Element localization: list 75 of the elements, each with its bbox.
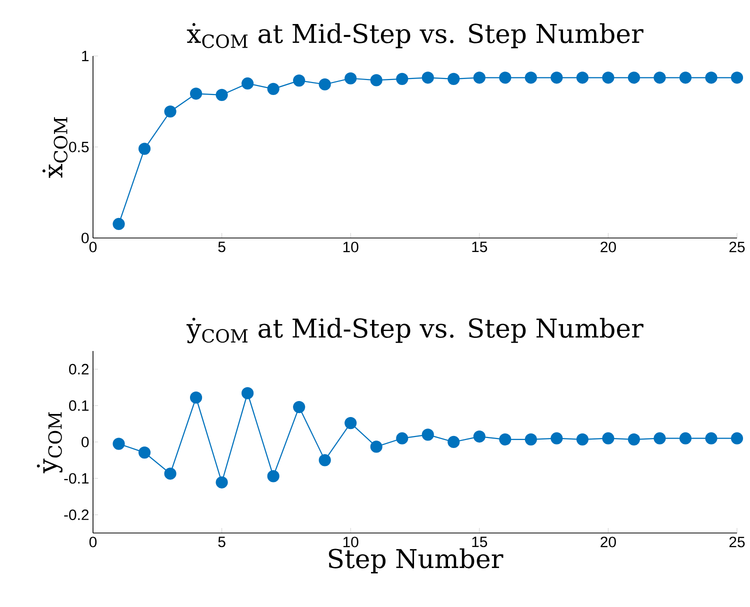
x-tick-label: 0 [89,242,97,252]
point [473,430,486,443]
point [499,72,512,84]
point [705,432,718,444]
point [318,454,331,466]
x-tick-label: 20 [600,536,616,548]
point [370,74,382,86]
point [730,432,744,444]
point [705,72,718,84]
y-tick-label: 0.2 [69,364,89,374]
x-tick-label: 10 [343,242,358,252]
point [190,88,202,100]
point [344,417,357,430]
x-axis-title: Step Number [328,548,504,574]
y-tick-label: -0.2 [64,509,89,520]
point [164,468,176,480]
point [679,72,692,84]
point [499,433,512,446]
chart-title: ẏ$_{COM}$ at Mid-Step vs. Step Number [186,318,644,344]
x-tick-label: 15 [472,536,488,548]
point [164,105,176,118]
point [576,433,588,446]
y-axis-title: ẋ$_{COM}$ [42,117,68,178]
point [422,72,434,84]
point [524,72,537,84]
x-tick-label: 25 [729,242,745,252]
y-tick-label: 0.1 [69,400,89,411]
point [628,433,640,446]
point [112,438,125,450]
point [422,428,434,441]
point [190,392,202,404]
point [550,432,563,444]
point [679,432,692,444]
point [138,446,151,459]
point [448,72,460,85]
y-tick-label: 0 [82,436,89,448]
point [550,72,563,84]
point [602,72,614,84]
point [112,218,125,230]
point [242,387,254,400]
point [344,72,357,84]
x-tick-label: 20 [600,242,616,252]
point [602,432,614,444]
point [138,142,151,155]
point [396,72,408,85]
point [293,74,306,87]
point [267,470,280,482]
point [216,476,228,488]
x-tick-label: 5 [218,242,226,252]
point [654,72,666,84]
point [576,72,588,84]
point [524,433,537,446]
point [730,72,744,84]
point [293,400,306,414]
y-axis-title: ẏ$_{COM}$ [36,412,62,474]
y-tick-label: 1 [82,50,89,62]
x-tick-label: 15 [472,242,488,252]
x-tick-label: 0 [89,536,97,548]
x-tick-label: 25 [729,536,745,548]
point [216,88,228,101]
point [318,78,331,90]
point [242,77,254,90]
point [448,436,460,448]
y-tick-label: -0.1 [64,473,89,484]
point [267,82,280,95]
x-tick-label: 5 [218,536,226,548]
y-tick-label: 0 [82,232,89,244]
point [628,72,640,84]
point [654,432,666,444]
x-tick-label: 10 [343,536,358,548]
point [473,72,486,84]
y-tick-label: 0.5 [69,142,89,152]
point [370,440,382,453]
chart-title: ẋ$_{COM}$ at Mid-Step vs. Step Number [186,23,644,48]
point [396,432,408,444]
